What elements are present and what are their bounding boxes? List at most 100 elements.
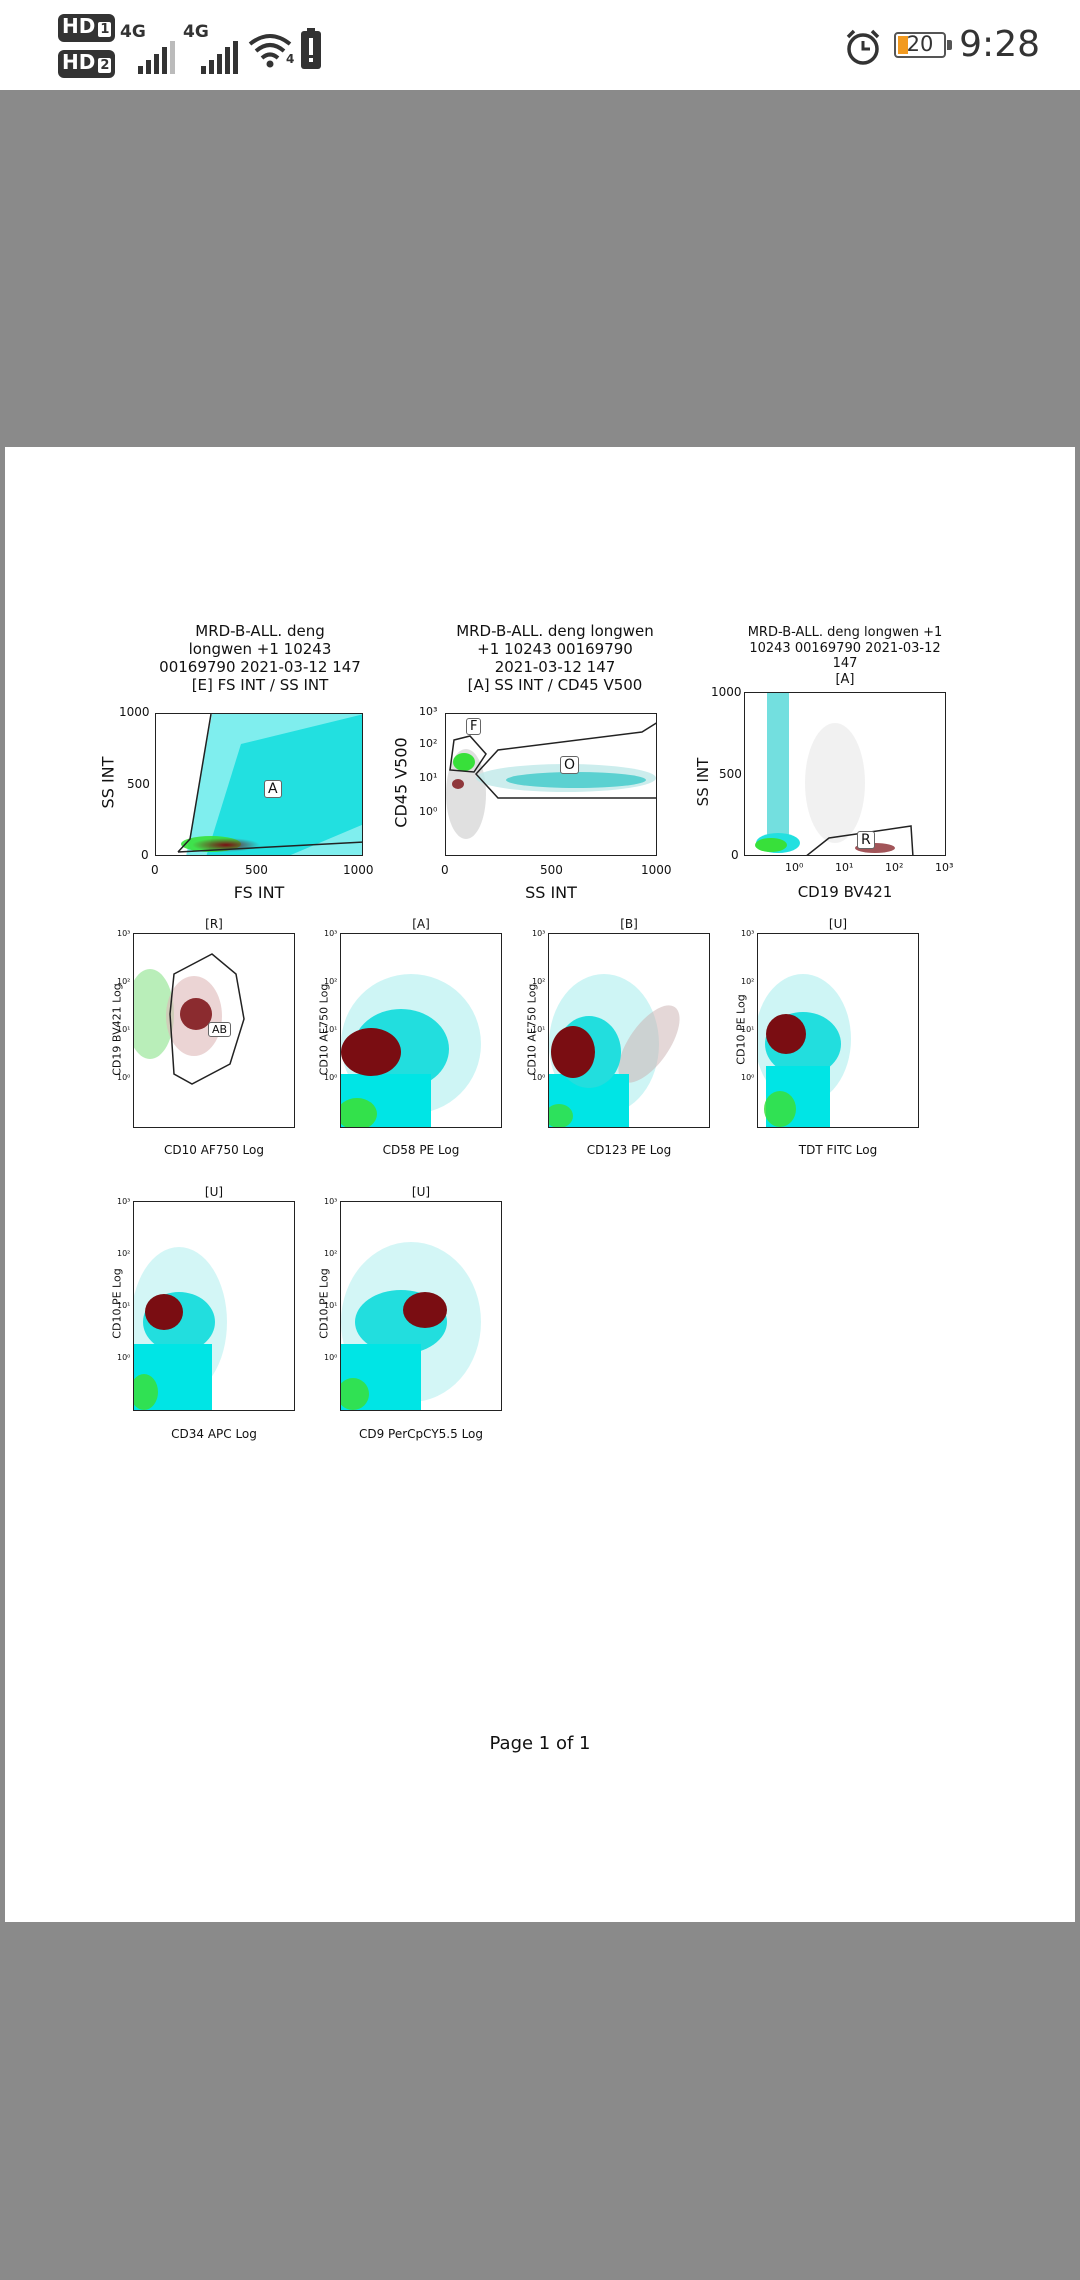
y-tick: 10³: [117, 1197, 131, 1206]
plot-area: [340, 933, 502, 1128]
y-axis-label: CD19 BV421 Log: [110, 983, 124, 1076]
y-axis-label: SS INT: [694, 757, 712, 807]
x-tick: 0: [441, 863, 449, 877]
x-tick: 0: [151, 863, 159, 877]
y-tick: 10¹: [117, 1301, 131, 1310]
plot-title: [U]: [828, 917, 848, 931]
y-tick: 10³: [741, 929, 755, 938]
y-tick: 10²: [741, 977, 755, 986]
plot-area: AB: [133, 933, 295, 1128]
status-bar: HD 1 HD 2 4G 4G 4 20: [0, 0, 1080, 90]
y-tick: 10¹: [532, 1025, 546, 1034]
plot-title: [A]: [412, 917, 430, 931]
y-tick: 10⁰: [741, 1073, 755, 1082]
plot-title: MRD-B-ALL. deng longwen +1 10243 0016979…: [747, 625, 943, 687]
y-tick: 10¹: [419, 771, 438, 784]
status-time: 9:28: [959, 24, 1040, 65]
plot-title: MRD-B-ALL. deng longwen +1 10243 0016979…: [159, 622, 361, 694]
y-tick: 10⁰: [117, 1073, 131, 1082]
x-tick: 10¹: [835, 861, 854, 874]
alarm-icon: [846, 29, 880, 65]
y-axis-label: CD10 PE Log: [110, 1268, 124, 1339]
x-tick: 1000: [641, 863, 672, 877]
y-tick: 1000: [711, 685, 742, 699]
y-axis-label: CD10 AF750 Log: [317, 983, 331, 1076]
plot-area: [133, 1201, 295, 1411]
gate-label: A: [264, 780, 282, 798]
gate-label: AB: [208, 1022, 232, 1037]
y-tick: 10⁰: [117, 1353, 131, 1362]
y-tick: 1000: [119, 705, 150, 719]
signal-icon-2: [201, 38, 239, 74]
x-tick: 500: [245, 863, 268, 877]
y-tick: 10⁰: [324, 1073, 338, 1082]
plot-area: R: [744, 692, 946, 856]
x-axis-label: CD9 PerCpCY5.5 Log: [358, 1427, 484, 1441]
y-axis-label: CD10 AF750 Log: [525, 983, 539, 1076]
y-tick: 500: [127, 777, 150, 791]
alert-icon: [301, 28, 321, 69]
y-tick: 10³: [117, 929, 131, 938]
network-type-2: 4G: [183, 22, 209, 42]
plot-area: [757, 933, 919, 1128]
x-tick: 10⁰: [785, 861, 804, 874]
status-right: 20 9:28: [780, 20, 1040, 70]
plot-area: A: [155, 713, 363, 856]
y-tick: 10²: [532, 977, 546, 986]
battery-icon: 20: [894, 32, 946, 58]
y-tick: 10²: [324, 977, 338, 986]
y-tick: 10³: [532, 929, 546, 938]
x-axis-label: CD34 APC Log: [171, 1427, 257, 1441]
x-axis-label: FS INT: [233, 883, 285, 902]
document-page[interactable]: MRD-B-ALL. deng longwen +1 10243 0016979…: [5, 447, 1075, 1922]
x-axis-label: CD19 BV421: [797, 883, 893, 901]
sim-hd-icon-2: HD 2: [58, 50, 116, 78]
x-axis-label: CD58 PE Log: [382, 1143, 460, 1157]
battery-level: 20: [906, 32, 934, 56]
y-tick: 10¹: [324, 1301, 338, 1310]
plot-title: MRD-B-ALL. deng longwen +1 10243 0016979…: [456, 622, 654, 694]
plot-title: [U]: [411, 1185, 431, 1199]
x-tick: 500: [540, 863, 563, 877]
y-tick: 0: [731, 848, 739, 862]
y-axis-label: SS INT: [98, 756, 118, 809]
network-type-1: 4G: [120, 22, 146, 42]
page-footer: Page 1 of 1: [489, 1733, 591, 1754]
plot-area: F O: [445, 713, 657, 856]
y-tick: 10²: [419, 737, 438, 750]
wifi-badge: 4: [286, 52, 295, 66]
wifi-icon: [248, 34, 292, 68]
plot-title: [B]: [620, 917, 638, 931]
battery-cap: [947, 40, 952, 50]
gate-label: F: [466, 718, 482, 735]
y-tick: 10⁰: [324, 1353, 338, 1362]
gate-label: O: [560, 756, 580, 774]
y-tick: 10³: [324, 929, 338, 938]
y-axis-label: CD45 V500: [391, 737, 411, 828]
y-tick: 10¹: [741, 1025, 755, 1034]
x-tick: 10³: [935, 861, 954, 874]
y-tick: 10⁰: [419, 805, 438, 818]
plot-title: [U]: [204, 1185, 224, 1199]
x-axis-label: CD10 AF750 Log: [164, 1143, 264, 1157]
y-tick: 10²: [117, 1249, 131, 1258]
y-tick: 10¹: [117, 1025, 131, 1034]
y-tick: 10¹: [324, 1025, 338, 1034]
y-tick: 0: [141, 848, 149, 862]
signal-icon: [138, 38, 176, 74]
x-tick: 1000: [343, 863, 374, 877]
y-axis-label: CD10 PE Log: [734, 994, 748, 1065]
x-axis-label: TDT FITC Log: [798, 1143, 878, 1157]
plot-area: [548, 933, 710, 1128]
y-axis-label: CD10 PE Log: [317, 1268, 331, 1339]
y-tick: 500: [719, 767, 742, 781]
y-tick: 10²: [117, 977, 131, 986]
y-tick: 10³: [419, 705, 438, 718]
x-axis-label: CD123 PE Log: [586, 1143, 672, 1157]
y-tick: 10³: [324, 1197, 338, 1206]
gate-label: R: [857, 831, 875, 849]
x-axis-label: SS INT: [525, 883, 577, 902]
y-tick: 10⁰: [532, 1073, 546, 1082]
y-tick: 10²: [324, 1249, 338, 1258]
x-tick: 10²: [885, 861, 904, 874]
